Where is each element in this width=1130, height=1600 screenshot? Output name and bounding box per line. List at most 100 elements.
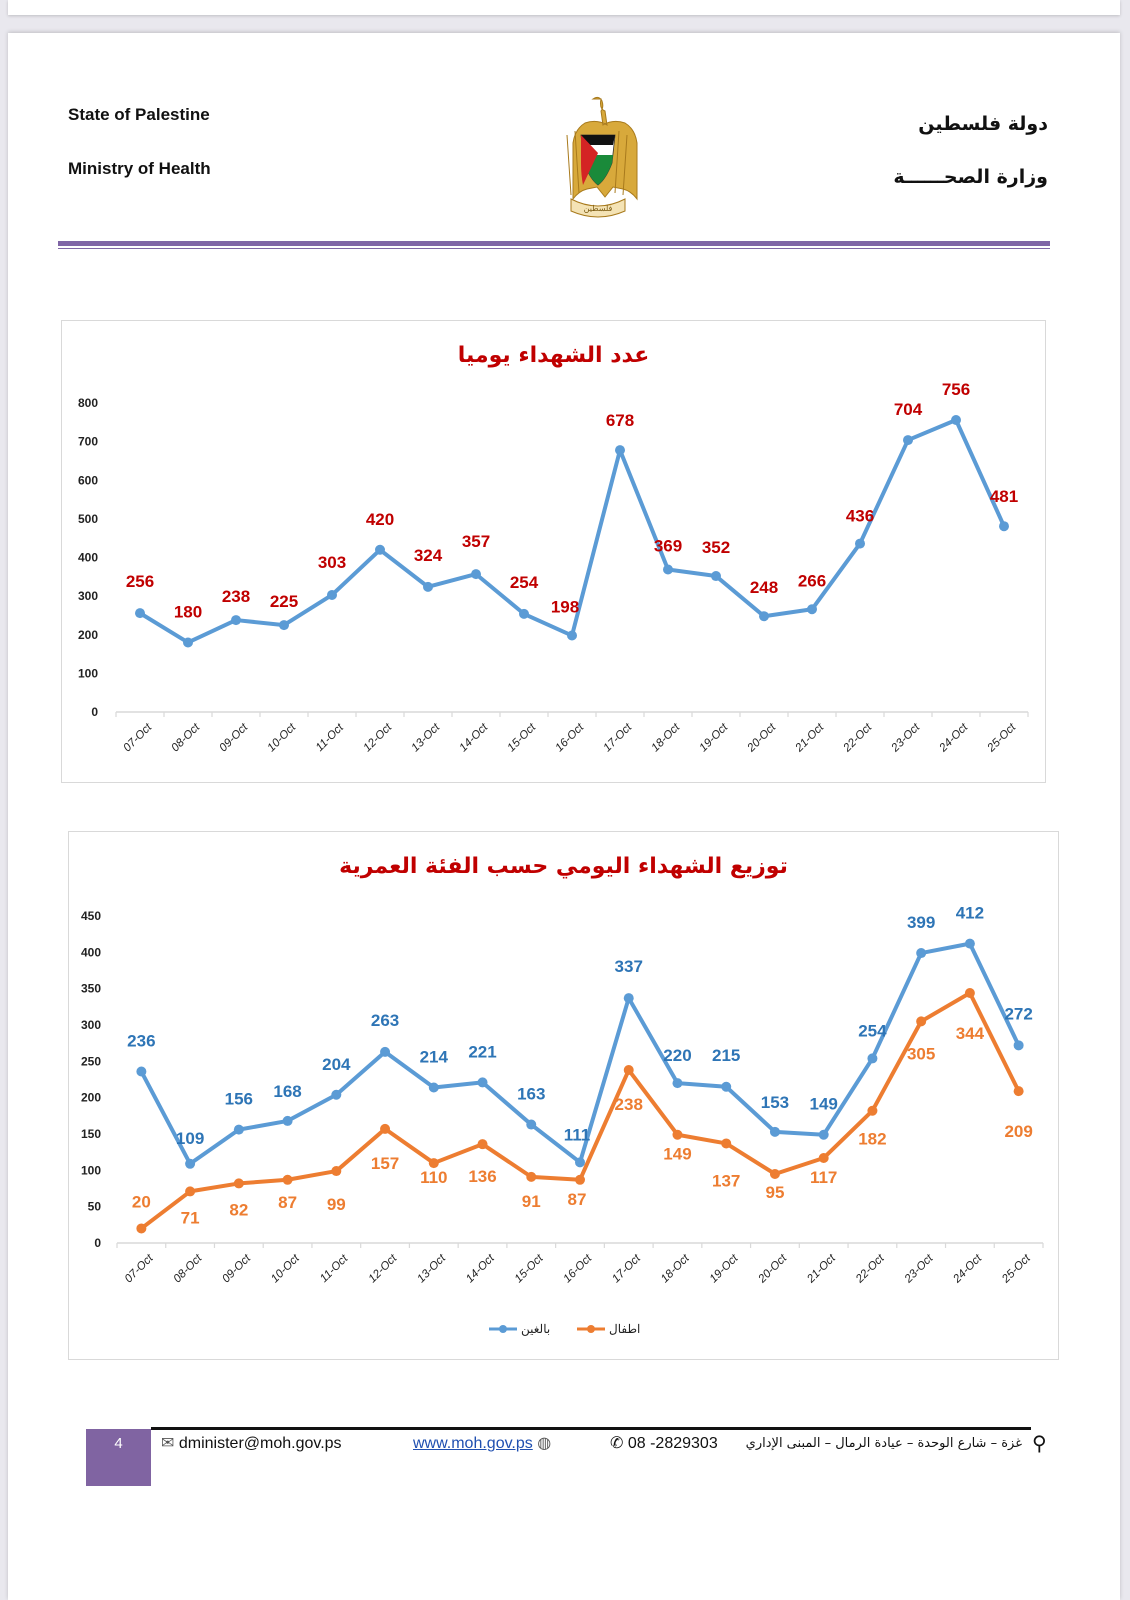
x-tick-label: 19-Oct: [708, 1252, 741, 1285]
data-label-1: 344: [956, 1024, 985, 1043]
data-point-0: [519, 608, 529, 619]
x-tick-label: 20-Oct: [756, 1252, 790, 1286]
x-tick-label: 23-Oct: [902, 1252, 936, 1286]
data-label-1: 87: [568, 1190, 587, 1209]
x-tick-label: 12-Oct: [361, 721, 394, 754]
data-label-0: 156: [225, 1090, 253, 1109]
y-tick-label: 100: [78, 666, 98, 680]
chart1-plot: 0 100 200 300 400 500 600 700 800 07-Oct 08-Oct 09-…: [78, 380, 1029, 755]
data-label-0: 248: [750, 578, 778, 597]
y-tick-label: 150: [81, 1127, 101, 1141]
data-point-1: [136, 1223, 147, 1234]
y-tick-label: 600: [78, 473, 98, 487]
data-label-1: 87: [278, 1193, 297, 1212]
data-label-0: 254: [858, 1021, 887, 1040]
data-point-0: [477, 1077, 488, 1088]
data-point-0: [721, 1081, 732, 1092]
data-point-1: [185, 1186, 196, 1197]
footer-address: غزة – شارع الوحدة – عيادة الرمال – المبن…: [745, 1436, 1022, 1451]
data-point-1: [575, 1174, 585, 1185]
x-tick-label: 19-Oct: [697, 721, 730, 754]
header-divider-thin: [58, 248, 1050, 249]
data-label-0: 266: [798, 571, 826, 590]
data-point-1: [428, 1158, 439, 1169]
data-label-0: 168: [273, 1082, 301, 1101]
data-label-0: 272: [1004, 1004, 1032, 1023]
footer-email-text: dminister@moh.gov.ps: [178, 1435, 342, 1452]
y-tick-label: 250: [81, 1054, 101, 1068]
y-tick-label: 700: [78, 435, 98, 449]
x-tick-label: 11-Oct: [318, 1252, 351, 1285]
data-label-1: 182: [858, 1130, 886, 1149]
data-point-0: [231, 615, 241, 626]
page-number: 4: [86, 1429, 151, 1486]
x-tick-label: 17-Oct: [610, 1252, 643, 1285]
y-tick-label: 200: [81, 1091, 101, 1105]
x-tick-label: 14-Oct: [464, 1252, 497, 1285]
data-point-1: [672, 1129, 683, 1140]
data-label-1: 305: [907, 1044, 935, 1063]
x-tick-label: 10-Oct: [269, 1252, 302, 1285]
data-label-0: 204: [322, 1055, 351, 1074]
globe-icon: ◍: [537, 1435, 552, 1452]
data-label-1: 82: [229, 1200, 248, 1219]
data-label-1: 117: [810, 1168, 837, 1187]
x-tick-label: 13-Oct: [415, 1252, 448, 1285]
x-tick-label: 25-Oct: [985, 721, 1019, 755]
data-point-0: [623, 993, 634, 1004]
data-label-0: 412: [956, 904, 984, 923]
data-label-1: 20: [132, 1192, 151, 1211]
previous-page-edge: [8, 0, 1120, 15]
data-point-0: [136, 1066, 147, 1077]
x-tick-label: 10-Oct: [265, 721, 298, 754]
x-tick-label: 23-Oct: [889, 721, 923, 755]
y-tick-label: 0: [91, 705, 98, 719]
data-label-0: 704: [894, 400, 923, 419]
data-point-0: [282, 1115, 293, 1126]
data-label-1: 99: [327, 1195, 346, 1214]
y-tick-label: 800: [78, 396, 98, 410]
data-label-0: 153: [761, 1093, 789, 1112]
chart2-plot: 0 50 100 150 200 250 300 350 400 450 07-Oct 08-Oct 0…: [81, 904, 1044, 1336]
x-tick-label: 22-Oct: [841, 721, 875, 755]
data-label-0: 215: [712, 1046, 740, 1065]
footer-website[interactable]: www.moh.gov.ps ◍: [413, 1433, 551, 1453]
data-point-1: [233, 1178, 244, 1189]
data-point-0: [327, 589, 337, 600]
data-point-1: [380, 1123, 391, 1134]
footer-email[interactable]: ✉ dminister@moh.gov.ps: [161, 1433, 342, 1453]
data-point-0: [759, 611, 769, 622]
data-point-0: [135, 608, 145, 619]
data-point-0: [867, 1053, 878, 1064]
footer-divider: [151, 1427, 1031, 1430]
y-tick-label: 400: [81, 945, 101, 959]
data-point-1: [526, 1171, 537, 1182]
data-point-1: [331, 1166, 342, 1177]
data-label-0: 254: [510, 573, 539, 592]
emblem-text: فلسطين: [584, 204, 613, 213]
data-point-0: [769, 1126, 780, 1137]
data-point-0: [964, 938, 975, 949]
data-point-1: [282, 1174, 293, 1185]
legend-label-adults: بالغين: [521, 1322, 550, 1336]
data-point-1: [867, 1105, 878, 1116]
data-label-1: 137: [712, 1171, 740, 1190]
data-point-1: [721, 1138, 732, 1149]
data-label-0: 238: [222, 587, 250, 606]
data-point-0: [375, 544, 385, 555]
data-label-0: 399: [907, 913, 935, 932]
legend-marker-children: [587, 1325, 595, 1333]
footer-phone: ✆ 08 -2829303: [610, 1433, 718, 1453]
data-label-0: 256: [126, 572, 154, 591]
data-label-0: 337: [615, 957, 643, 976]
data-label-0: 198: [551, 598, 579, 617]
x-tick-label: 15-Oct: [513, 1252, 546, 1285]
website-link[interactable]: www.moh.gov.ps: [413, 1435, 533, 1452]
header-ministry-en: Ministry of Health: [68, 159, 211, 178]
y-tick-label: 450: [81, 909, 101, 923]
data-label-0: 420: [366, 510, 394, 529]
data-label-0: 109: [176, 1129, 204, 1148]
location-pin-icon: ⚲: [1032, 1433, 1047, 1455]
document-page: State of Palestine Ministry of Health دو…: [8, 33, 1120, 1600]
data-point-0: [471, 569, 481, 580]
